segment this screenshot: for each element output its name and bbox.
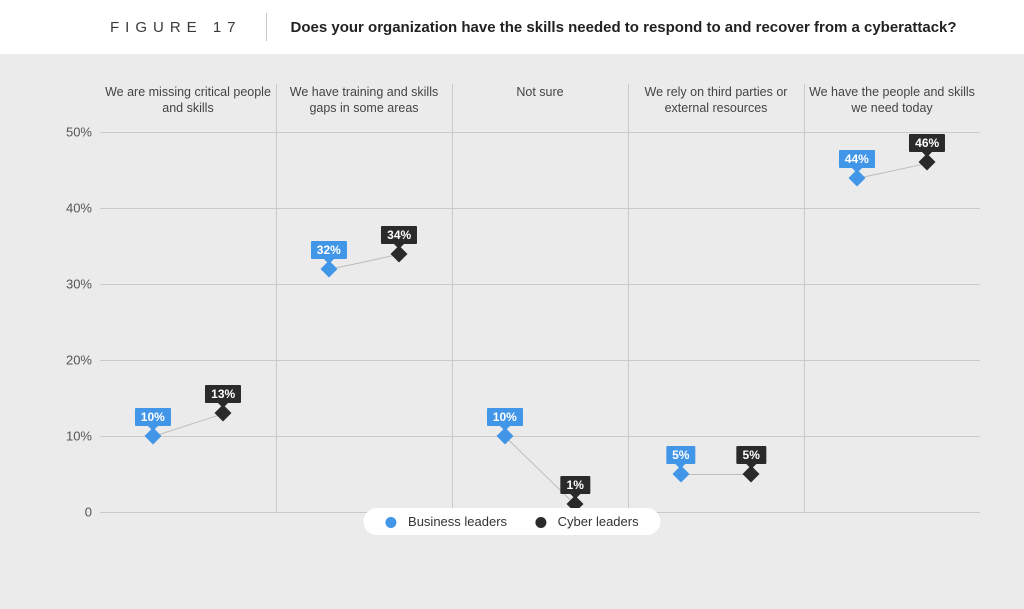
category-header: We have the people and skills we need to…	[804, 84, 980, 117]
figure-question: Does your organization have the skills n…	[267, 19, 957, 36]
chart-gridline	[100, 360, 980, 361]
data-point-label: 13%	[205, 385, 241, 403]
data-point-label: 10%	[135, 408, 171, 426]
category-header: We have training and skills gaps in some…	[276, 84, 452, 117]
legend-item: Business leaders	[385, 514, 507, 529]
figure-number: FIGURE 17	[0, 13, 267, 41]
connector-line	[681, 474, 751, 475]
chart-gridline	[100, 436, 980, 437]
data-point-label: 5%	[737, 446, 766, 464]
y-axis-label: 0	[52, 505, 92, 520]
panel-separator	[452, 84, 453, 512]
data-point-label: 1%	[561, 476, 590, 494]
data-point-label: 5%	[666, 446, 695, 464]
data-point-label: 44%	[839, 150, 875, 168]
y-axis-label: 50%	[52, 125, 92, 140]
legend-item: Cyber leaders	[535, 514, 639, 529]
y-axis-label: 10%	[52, 429, 92, 444]
category-header: We rely on third parties or external res…	[628, 84, 804, 117]
legend-dot-icon	[535, 517, 546, 528]
y-axis-label: 30%	[52, 277, 92, 292]
category-header: Not sure	[452, 84, 628, 100]
legend-label: Business leaders	[408, 514, 507, 529]
panel-separator	[804, 84, 805, 512]
legend-label: Cyber leaders	[558, 514, 639, 529]
y-axis-label: 40%	[52, 201, 92, 216]
panel-separator	[628, 84, 629, 512]
chart-gridline	[100, 284, 980, 285]
panel-separator	[276, 84, 277, 512]
chart-plot: 010%20%30%40%50%We are missing critical …	[100, 132, 980, 512]
figure-header: FIGURE 17 Does your organization have th…	[0, 0, 1024, 54]
y-axis-label: 20%	[52, 353, 92, 368]
connector-line	[504, 436, 575, 505]
chart-gridline	[100, 132, 980, 133]
legend-dot-icon	[385, 517, 396, 528]
chart-container: 0 10% 20% 30% 40% 50% We are missing critical …	[0, 54, 1024, 549]
category-header: We are missing critical people and skill…	[100, 84, 276, 117]
data-point-label: 46%	[909, 134, 945, 152]
chart-gridline	[100, 208, 980, 209]
data-point-label: 32%	[311, 241, 347, 259]
data-point-label: 10%	[487, 408, 523, 426]
chart-legend: Business leaders Cyber leaders	[363, 508, 660, 535]
data-point-label: 34%	[381, 226, 417, 244]
